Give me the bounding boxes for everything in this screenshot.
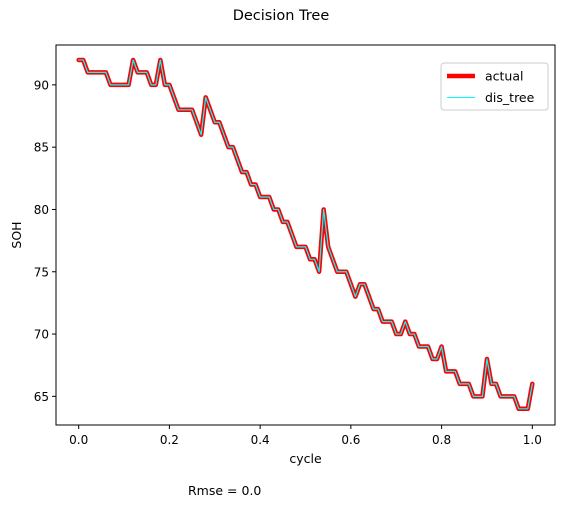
x-tick-label: 0.2	[160, 433, 179, 447]
axes-frame	[55, 44, 556, 426]
legend: actual dis_tree	[440, 62, 549, 111]
plot-area	[76, 57, 535, 412]
series-line-dis-tree	[78, 59, 533, 410]
y-tick-label: 80	[34, 203, 49, 217]
y-tick-label: 75	[34, 265, 49, 279]
y-tick-label: 85	[34, 141, 49, 155]
x-tick-label: 1.0	[523, 433, 542, 447]
y-tick-label: 65	[34, 390, 49, 404]
x-tick-label: 0.0	[69, 433, 88, 447]
y-tick-label: 70	[34, 328, 49, 342]
y-tick-label: 90	[34, 78, 49, 92]
x-axis-label: cycle	[289, 451, 322, 466]
series-line-actual	[76, 57, 535, 412]
chart-title: Decision Tree	[232, 8, 330, 24]
legend-label-actual: actual	[485, 69, 524, 84]
legend-label-dis-tree: dis_tree	[485, 90, 535, 105]
x-tick-label: 0.6	[341, 433, 360, 447]
x-tick-label: 0.8	[432, 433, 451, 447]
x-tick-label: 0.4	[251, 433, 270, 447]
axes: 0.0 0.2 0.4 0.6 0.8 1.0 65 70 75 80 85 90 cycle SOH	[9, 44, 556, 466]
rmse-annotation: Rmse = 0.0	[188, 483, 262, 498]
y-axis-label: SOH	[9, 221, 24, 248]
